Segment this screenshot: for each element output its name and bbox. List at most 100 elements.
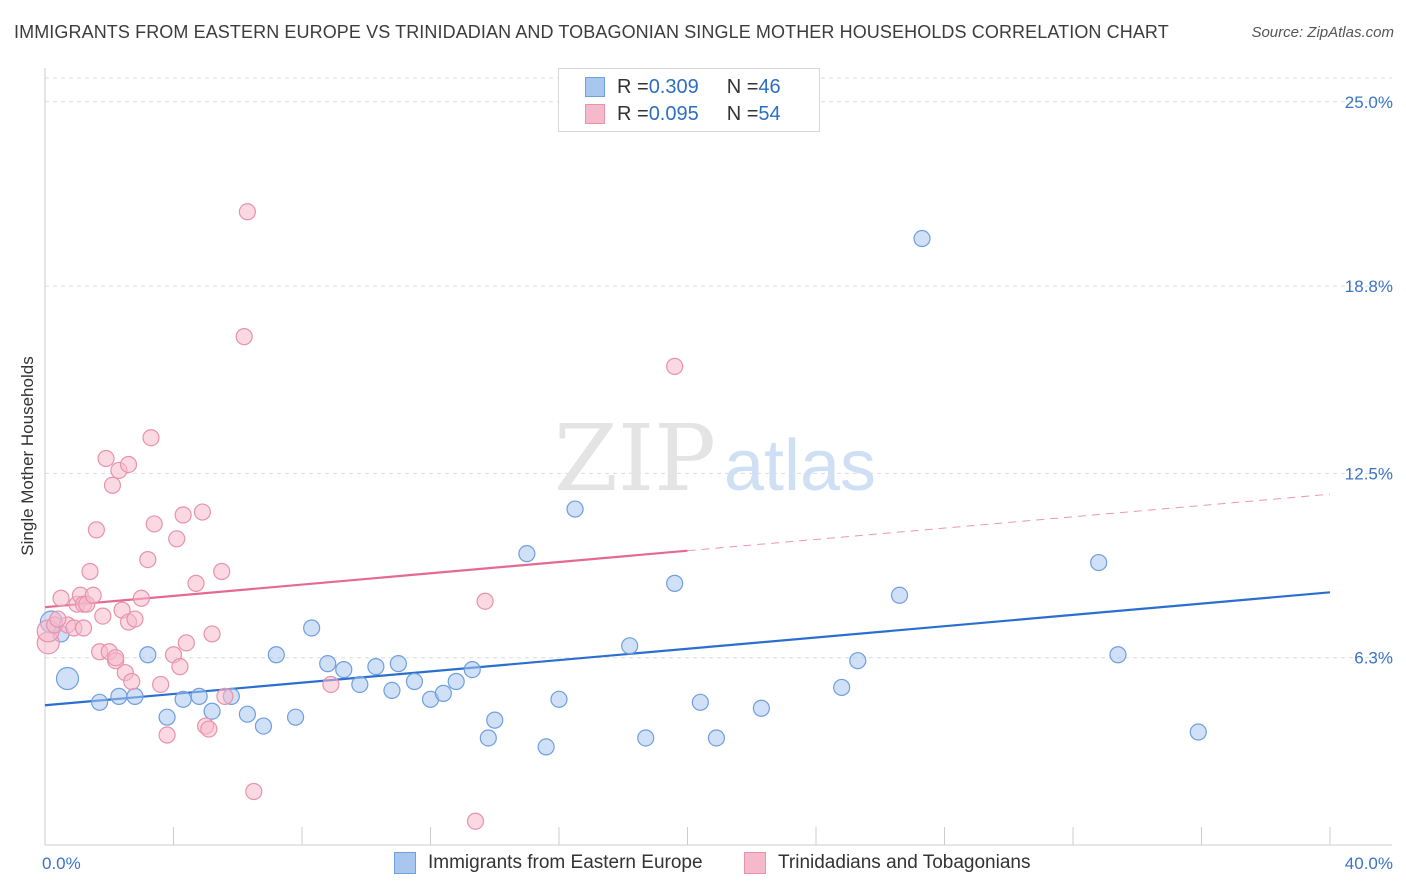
point-eastern-europe	[389, 655, 407, 673]
point-trinidadian	[132, 589, 150, 607]
point-eastern-europe	[913, 229, 931, 248]
point-eastern-europe	[303, 619, 321, 637]
x-tick-label: 0.0%	[42, 854, 81, 873]
data-points	[36, 203, 1207, 830]
point-eastern-europe	[91, 693, 109, 711]
point-eastern-europe	[752, 699, 770, 717]
legend-swatch-pink	[585, 104, 605, 124]
watermark-zip: ZIP	[554, 405, 716, 512]
point-eastern-europe	[254, 717, 273, 735]
chart-title: IMMIGRANTS FROM EASTERN EUROPE VS TRINID…	[14, 22, 1169, 42]
bottom-legend-label-series1: Immigrants from Eastern Europe	[428, 852, 703, 873]
y-tick-label: 25.0%	[1345, 93, 1393, 112]
point-trinidadian	[126, 610, 144, 628]
point-trinidadian	[193, 503, 212, 521]
point-trinidadian	[171, 658, 189, 676]
point-eastern-europe	[203, 702, 221, 720]
bottom-legend-swatch-blue	[394, 852, 416, 874]
bottom-legend-label-series2: Trinidadians and Tobagonians	[778, 852, 1031, 873]
point-trinidadian	[216, 687, 234, 705]
point-eastern-europe	[1109, 646, 1127, 664]
point-eastern-europe	[637, 729, 655, 747]
legend-n-value: 54	[758, 102, 781, 125]
point-trinidadian	[145, 515, 163, 533]
point-eastern-europe	[566, 500, 584, 518]
grid-lines	[45, 77, 1392, 659]
x-tick-label: 40.0%	[1345, 854, 1393, 873]
point-eastern-europe	[550, 690, 568, 708]
point-eastern-europe	[174, 690, 192, 708]
point-trinidadian	[97, 449, 115, 468]
legend-n-value: 46	[758, 75, 781, 98]
point-trinidadian	[81, 562, 99, 581]
point-trinidadian	[168, 530, 186, 548]
point-trinidadian	[235, 328, 253, 346]
point-trinidadian	[123, 672, 141, 691]
point-trinidadian	[87, 521, 106, 539]
point-eastern-europe	[833, 678, 851, 697]
point-eastern-europe	[405, 672, 424, 691]
legend-row-series2: R = 0.095 N = 54	[585, 102, 781, 126]
point-eastern-europe	[691, 693, 709, 711]
point-eastern-europe	[319, 655, 337, 673]
point-trinidadian	[466, 812, 485, 830]
point-eastern-europe	[55, 666, 80, 691]
legend-swatch-blue	[585, 77, 605, 97]
bottom-legend-swatch-pink	[744, 852, 766, 874]
point-trinidadian	[119, 455, 138, 474]
point-eastern-europe	[158, 708, 176, 726]
point-trinidadian	[177, 634, 195, 652]
trend-lines	[44, 493, 1331, 707]
point-trinidadian	[322, 675, 340, 694]
legend-r-value: 0.095	[648, 102, 699, 125]
axes	[44, 68, 1392, 846]
point-eastern-europe	[190, 687, 208, 705]
point-eastern-europe	[335, 661, 353, 679]
bottom-legend-series1: Immigrants from Eastern Europe	[394, 852, 703, 874]
legend-r-label: R =	[617, 102, 649, 125]
point-eastern-europe	[139, 646, 157, 664]
point-eastern-europe	[351, 675, 369, 694]
point-trinidadian	[94, 607, 112, 625]
point-eastern-europe	[537, 738, 555, 756]
y-tick-label: 6.3%	[1354, 649, 1393, 668]
point-trinidadian	[52, 589, 70, 607]
chart-source: Source: ZipAtlas.com	[1251, 24, 1394, 41]
point-eastern-europe	[849, 652, 867, 670]
y-tick-label: 18.8%	[1345, 277, 1393, 296]
point-eastern-europe	[518, 545, 536, 563]
legend-r-label: R =	[617, 75, 649, 98]
trend-line-trinidadian	[44, 549, 688, 609]
point-eastern-europe	[286, 708, 305, 726]
point-trinidadian	[666, 357, 684, 375]
point-trinidadian	[152, 675, 170, 694]
point-eastern-europe	[621, 637, 639, 655]
point-trinidadian	[107, 649, 125, 667]
point-trinidadian	[84, 586, 102, 604]
point-trinidadian	[187, 574, 205, 592]
point-trinidadian	[203, 625, 221, 643]
point-eastern-europe	[238, 705, 256, 723]
point-eastern-europe	[1189, 723, 1207, 741]
point-eastern-europe	[434, 684, 452, 702]
trend-line-eastern-europe	[44, 591, 1331, 707]
point-eastern-europe	[447, 672, 465, 691]
point-trinidadian	[142, 429, 160, 447]
point-eastern-europe	[486, 711, 504, 729]
point-eastern-europe	[367, 658, 385, 676]
y-tick-label: 12.5%	[1345, 464, 1393, 483]
point-trinidadian	[213, 562, 231, 581]
tick-labels: 6.3% 12.5% 18.8% 25.0% 0.0% 40.0%	[42, 93, 1393, 873]
watermark: ZIP atlas	[554, 405, 876, 512]
point-trinidadian	[139, 551, 157, 569]
point-eastern-europe	[126, 687, 144, 705]
point-trinidadian	[200, 720, 218, 738]
point-trinidadian	[103, 476, 122, 494]
point-trinidadian	[74, 619, 93, 637]
watermark-atlas: atlas	[724, 426, 876, 506]
point-eastern-europe	[1090, 553, 1108, 572]
point-trinidadian	[49, 610, 67, 628]
point-eastern-europe	[890, 586, 909, 604]
legend-r-value: 0.309	[648, 75, 699, 98]
